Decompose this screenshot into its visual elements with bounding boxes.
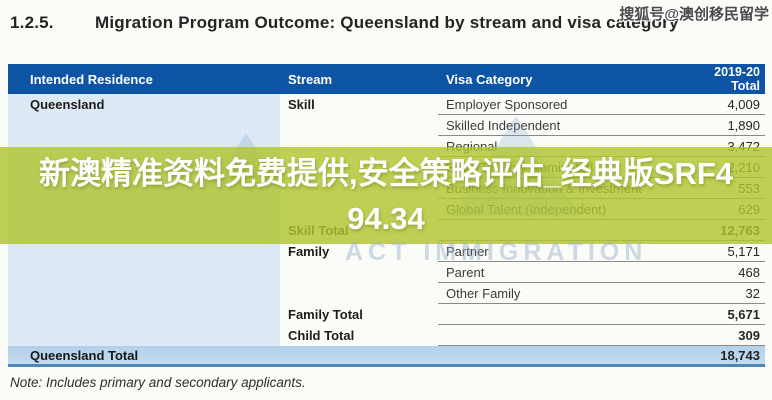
visa-total-cell-group: Other Family 32 <box>438 283 765 304</box>
residence-cell <box>8 283 280 304</box>
queensland-total-label: Queensland Total <box>30 347 139 363</box>
total-value-cell: 4,009 <box>727 96 760 112</box>
queensland-total-value: 18,743 <box>720 347 760 363</box>
stream-cell <box>280 115 438 136</box>
residence-cell <box>8 241 280 262</box>
table-row: Queensland Skill Employer Sponsored 4,00… <box>8 94 765 115</box>
note-text: Note: Includes primary and secondary app… <box>10 375 306 390</box>
total-value-cell: 309 <box>738 327 760 343</box>
overlay-banner: 新澳精准资料免费提供,安全策略评估_经典版SRF4 94.34 <box>0 147 772 244</box>
residence-cell <box>8 262 280 283</box>
stream-cell: Family <box>288 244 330 259</box>
sohu-watermark: 搜狐号@澳创移民留学 <box>619 6 769 23</box>
total-value-cell: 5,671 <box>727 306 760 322</box>
visa-total-cell-group: Partner 5,171 <box>438 241 765 262</box>
stream-cell <box>280 283 438 304</box>
visa-total-cell-group: Skilled Independent 1,890 <box>438 115 765 136</box>
visa-category-cell: Parent <box>446 264 485 280</box>
table-row: Other Family 32 <box>8 283 765 304</box>
act-immigration-watermark: ACT IMMIGRATION <box>345 238 648 266</box>
residence-cell <box>8 304 280 325</box>
header-visa-category: Visa Category <box>446 71 533 87</box>
visa-total-cell-group: 5,671 <box>438 304 765 325</box>
header-total: 2019-20 Total <box>655 64 765 94</box>
page-title: 1.2.5. Migration Program Outcome: Queens… <box>10 13 755 33</box>
table-header-row: Intended Residence Stream Visa Category … <box>8 64 765 94</box>
visa-total-cell-group: Parent 468 <box>438 262 765 283</box>
stream-cell: Family Total <box>288 307 363 322</box>
stream-cell: Skill <box>288 97 315 112</box>
table-row: Parent 468 <box>8 262 765 283</box>
visa-category-cell: Skilled Independent <box>446 117 561 133</box>
total-value-cell: 5,171 <box>727 243 760 259</box>
header-stream: Stream <box>288 71 333 87</box>
section-number: 1.2.5. <box>10 13 54 32</box>
stream-cell: Child Total <box>288 328 355 343</box>
header-total-line2: Total <box>731 79 760 93</box>
table-row: Child Total 309 <box>8 325 765 346</box>
visa-total-cell-group: Employer Sponsored 4,009 <box>438 94 765 115</box>
header-intended-residence: Intended Residence <box>30 71 153 87</box>
header-total-line1: 2019-20 <box>714 65 760 79</box>
visa-total-cell-group: 309 <box>438 325 765 346</box>
total-value-cell: 32 <box>745 285 760 301</box>
table-row: Family Partner 5,171 <box>8 241 765 262</box>
table-row: Family Total 5,671 <box>8 304 765 325</box>
visa-category-cell: Employer Sponsored <box>446 96 568 112</box>
queensland-total-row: Queensland Total 18,743 <box>8 346 765 367</box>
page-title-text: Migration Program Outcome: Queensland by… <box>95 13 679 32</box>
total-value-cell: 468 <box>738 264 760 280</box>
visa-category-cell: Partner <box>446 243 489 259</box>
table-row: Skilled Independent 1,890 <box>8 115 765 136</box>
residence-cell <box>8 325 280 346</box>
overlay-banner-text-line1: 新澳精准资料免费提供,安全策略评估_经典版SRF4 <box>38 155 734 191</box>
residence-cell <box>8 115 280 136</box>
visa-category-cell: Other Family <box>446 285 521 301</box>
residence-cell: Queensland <box>8 94 280 115</box>
overlay-banner-text-line2: 94.34 <box>347 200 425 236</box>
total-value-cell: 1,890 <box>727 117 760 133</box>
